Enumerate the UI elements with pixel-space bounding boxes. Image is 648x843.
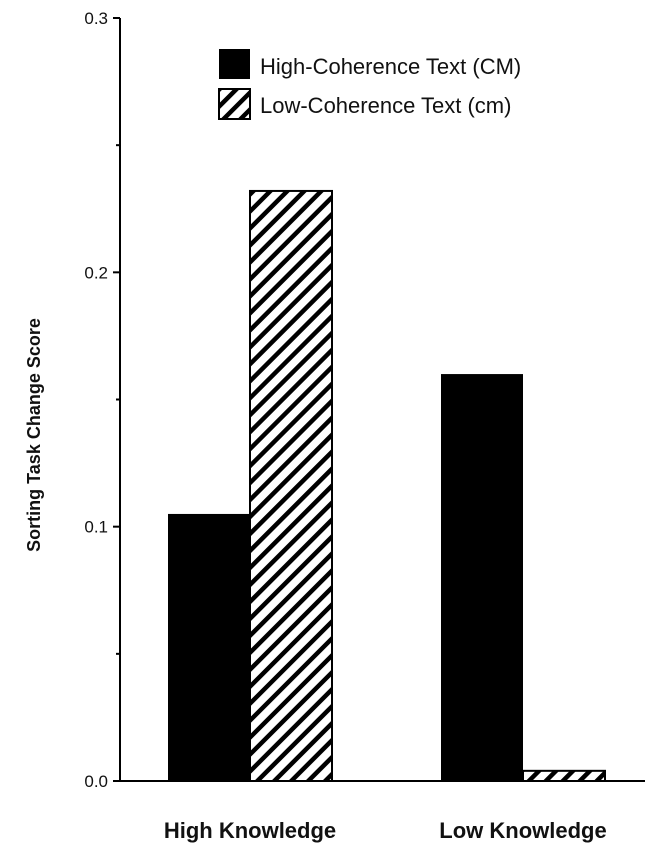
bar-high-coherence-low-knowledge: [441, 374, 523, 781]
legend-label-high-coherence: High-Coherence Text (CM): [260, 54, 521, 79]
bar-high-coherence-high-knowledge: [168, 513, 250, 781]
y-tick-label: 0.2: [84, 263, 108, 282]
x-category-label: High Knowledge: [164, 818, 336, 843]
y-ticks: 0.0 0.1 0.2 0.3: [84, 9, 120, 791]
legend-swatch-hatched: [218, 88, 251, 120]
y-tick-label: 0.1: [84, 518, 108, 537]
bars: [168, 189, 606, 783]
y-tick-label: 0.3: [84, 9, 108, 28]
category-labels: High Knowledge Low Knowledge: [164, 818, 607, 843]
y-tick-label: 0.0: [84, 772, 108, 791]
bar-low-coherence-high-knowledge: [249, 189, 333, 783]
legend-swatch-solid: [219, 49, 250, 79]
y-axis-title: Sorting Task Change Score: [24, 318, 44, 552]
legend: High-Coherence Text (CM) Low-Coherence T…: [218, 49, 521, 120]
bar-low-coherence-low-knowledge: [522, 769, 606, 782]
x-category-label: Low Knowledge: [439, 818, 606, 843]
legend-label-low-coherence: Low-Coherence Text (cm): [260, 93, 511, 118]
